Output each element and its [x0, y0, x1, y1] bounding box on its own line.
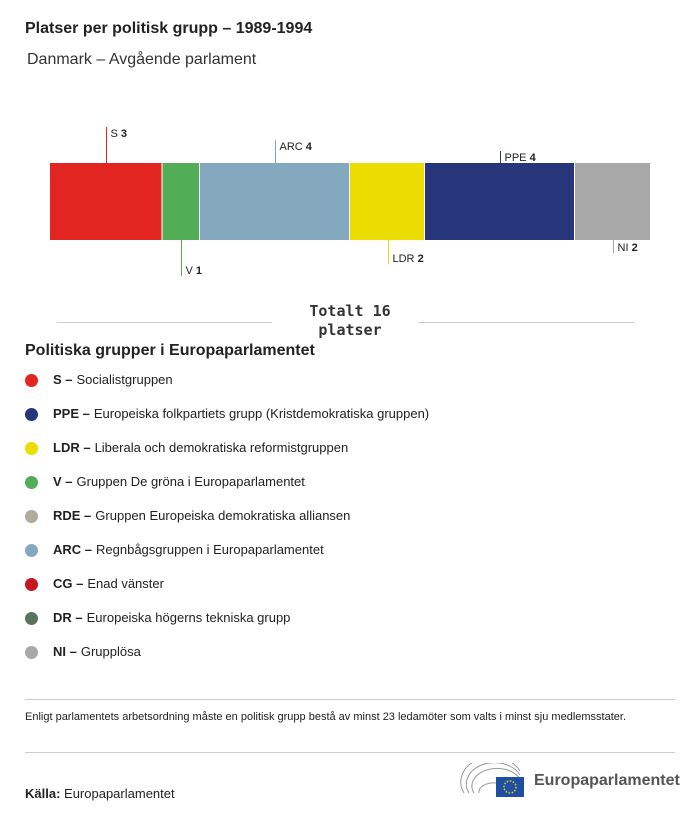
bar-label-PPE: PPE 4: [505, 152, 537, 164]
chart-subtitle: Danmark – Avgående parlament: [27, 51, 257, 68]
divider: [25, 752, 675, 753]
legend-name: Regnbågsgruppen i Europaparlamentet: [96, 542, 324, 557]
total-seats: Totalt 16 platser: [270, 302, 430, 340]
bar-label-V: V 1: [186, 265, 203, 277]
legend-item: CG – Enad vänster: [25, 576, 429, 610]
legend-abbr: RDE –: [53, 508, 92, 523]
legend-item: PPE – Europeiska folkpartiets grupp (Kris…: [25, 406, 429, 440]
divider: [418, 322, 634, 323]
legend-item: LDR – Liberala och demokratiska reformist…: [25, 440, 429, 474]
logo-text: Europaparlamentet: [534, 772, 680, 789]
bar-PPE: [425, 163, 574, 240]
source: Källa: Europaparlamentet: [25, 786, 175, 801]
legend-title: Politiska grupper i Europaparlamentet: [25, 342, 315, 359]
legend-swatch: [25, 476, 38, 489]
bar-label-NI: NI 2: [618, 242, 638, 254]
legend-swatch: [25, 544, 38, 557]
legend-swatch: [25, 646, 38, 659]
bar-ARC: [200, 163, 349, 240]
legend-item: RDE – Gruppen Europeiska demokratiska all…: [25, 508, 429, 542]
bar-LDR: [350, 163, 424, 240]
bar-V: [162, 163, 199, 240]
legend-abbr: S –: [53, 372, 73, 387]
bar-NI: [575, 163, 650, 240]
legend-swatch: [25, 408, 38, 421]
source-value: Europaparlamentet: [64, 786, 175, 801]
total-unit: platser: [318, 321, 382, 339]
legend-name: Socialistgruppen: [76, 372, 173, 387]
legend-abbr: LDR –: [53, 440, 91, 455]
legend-abbr: V –: [53, 474, 73, 489]
legend-item: S – Socialistgruppen: [25, 372, 429, 406]
legend-item: NI – Grupplösa: [25, 644, 429, 678]
legend-item: DR – Europeiska högerns tekniska grupp: [25, 610, 429, 644]
legend-swatch: [25, 510, 38, 523]
bar-label-LDR: LDR 2: [393, 253, 424, 265]
bar-label-S: S 3: [111, 128, 128, 140]
legend-swatch: [25, 374, 38, 387]
legend-abbr: NI –: [53, 644, 77, 659]
total-label: Totalt 16: [309, 302, 391, 320]
legend: S – Socialistgruppen PPE – Europeiska folkp…: [25, 372, 429, 678]
legend-abbr: ARC –: [53, 542, 93, 557]
europarl-logo: Europaparlamentet: [460, 763, 680, 799]
source-label: Källa:: [25, 786, 61, 801]
legend-name: Gruppen De gröna i Europaparlamentet: [76, 474, 305, 489]
legend-item: V – Gruppen De gröna i Europaparlamentet: [25, 474, 429, 508]
legend-abbr: PPE –: [53, 406, 90, 421]
legend-name: Enad vänster: [87, 576, 164, 591]
legend-name: Europeiska högerns tekniska grupp: [86, 610, 291, 625]
legend-swatch: [25, 442, 38, 455]
divider: [57, 322, 272, 323]
divider: [25, 699, 675, 700]
legend-swatch: [25, 612, 38, 625]
bar-label-ARC: ARC 4: [280, 141, 313, 153]
legend-name: Europeiska folkpartiets grupp (Kristdemo…: [93, 406, 430, 421]
legend-name: Gruppen Europeiska demokratiska allianse…: [95, 508, 351, 523]
legend-abbr: DR –: [53, 610, 83, 625]
legend-name: Grupplösa: [80, 644, 141, 659]
footnote: Enligt parlamentets arbetsordning måste …: [25, 711, 626, 723]
seat-bar-chart: S 3 V 1 ARC 4 LDR 2 PPE 4 NI 2: [50, 127, 650, 277]
hemicycle-flag-icon: [460, 763, 524, 797]
legend-abbr: CG –: [53, 576, 84, 591]
legend-name: Liberala och demokratiska reformistgrupp…: [94, 440, 349, 455]
bar-S: [50, 163, 162, 240]
legend-swatch: [25, 578, 38, 591]
legend-item: ARC – Regnbågsgruppen i Europaparlamentet: [25, 542, 429, 576]
chart-title: Platser per politisk grupp – 1989-1994: [25, 20, 313, 37]
